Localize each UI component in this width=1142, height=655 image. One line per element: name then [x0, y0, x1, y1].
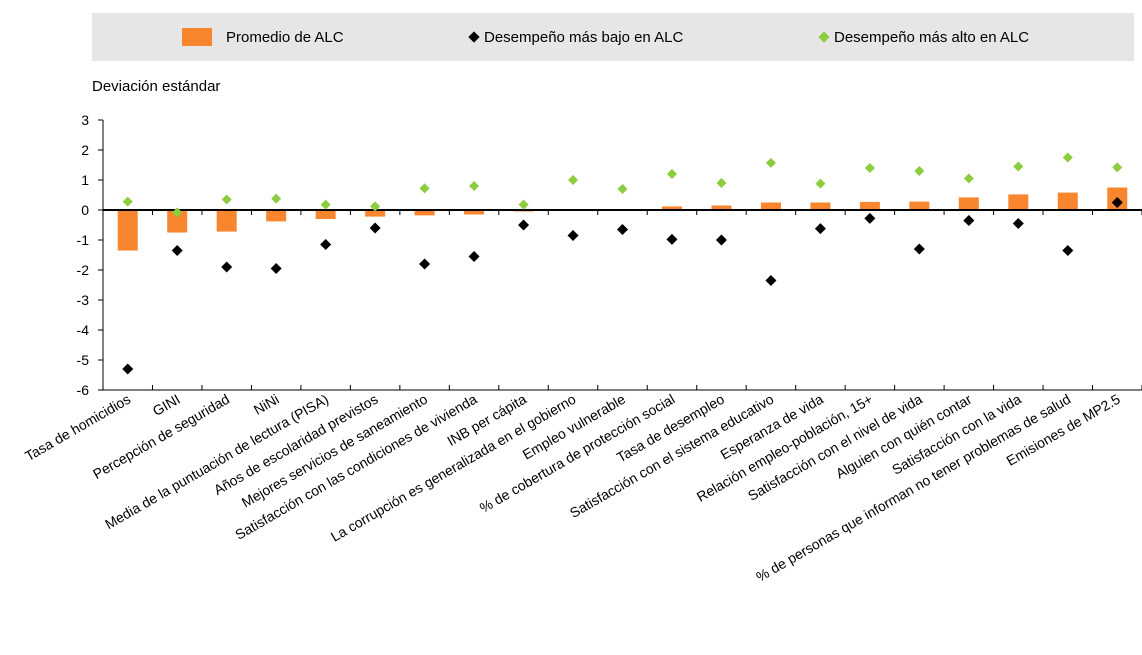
legend-label-low: Desempeño más bajo en ALC — [484, 28, 684, 46]
y-tick-label: -2 — [77, 262, 90, 278]
low-marker — [1062, 245, 1074, 256]
avg-bar — [315, 210, 336, 219]
low-marker — [369, 222, 381, 234]
x-category-label: NiNi — [251, 391, 282, 418]
avg-bar — [711, 205, 732, 210]
legend-label-high: Desempeño más alto en ALC — [834, 28, 1030, 46]
avg-bar — [1008, 194, 1029, 210]
low-marker — [1111, 197, 1123, 208]
high-marker — [172, 207, 183, 218]
high-marker — [914, 166, 925, 176]
high-marker — [122, 196, 133, 207]
low-marker — [567, 230, 579, 241]
avg-bar — [414, 210, 435, 216]
high-marker — [221, 194, 232, 205]
y-tick-label: 3 — [81, 112, 89, 128]
low-marker — [715, 234, 727, 246]
high-marker — [963, 173, 974, 184]
avg-bar — [859, 201, 880, 210]
low-marker — [963, 215, 975, 226]
avg-bar — [958, 197, 979, 210]
low-marker — [666, 233, 678, 245]
legend-item-avg: Promedio de ALC — [182, 13, 344, 61]
high-marker — [666, 169, 677, 179]
legend-swatch-avg — [182, 28, 212, 46]
avg-bar — [760, 202, 781, 210]
avg-bar — [216, 210, 237, 232]
x-category-label: GINI — [150, 391, 183, 419]
low-marker — [320, 239, 332, 250]
high-marker — [815, 178, 826, 189]
avg-bar — [1057, 192, 1078, 210]
avg-bar — [810, 202, 831, 210]
avg-bar — [909, 201, 930, 210]
low-marker — [617, 224, 628, 235]
avg-bar — [117, 210, 138, 251]
high-marker — [518, 199, 529, 210]
avg-bar — [266, 210, 287, 222]
avg-bar — [661, 206, 682, 210]
y-tick-label: 2 — [81, 142, 89, 158]
high-marker — [864, 163, 875, 173]
y-tick-label: -4 — [77, 322, 90, 338]
high-marker — [568, 175, 579, 185]
low-marker — [221, 261, 233, 273]
low-marker — [518, 219, 530, 231]
high-marker — [765, 157, 776, 168]
low-marker — [419, 258, 431, 270]
high-marker — [617, 184, 628, 194]
chart-legend: Promedio de ALC Desempeño más bajo en AL… — [92, 13, 1134, 61]
low-marker — [122, 363, 134, 375]
low-marker — [814, 223, 826, 235]
high-marker — [419, 183, 430, 194]
y-tick-label: 0 — [81, 202, 89, 218]
high-marker — [271, 193, 282, 204]
low-marker — [171, 245, 183, 256]
y-axis-label: Deviación estándar — [92, 78, 221, 95]
avg-bar — [365, 210, 386, 217]
legend-label-avg: Promedio de ALC — [226, 28, 344, 46]
low-marker — [1012, 218, 1024, 229]
high-marker — [716, 178, 727, 188]
x-category-label: % de personas que informan no tener prob… — [753, 391, 1073, 585]
low-marker — [270, 263, 282, 274]
low-marker — [913, 243, 925, 255]
y-tick-label: -6 — [77, 382, 90, 398]
high-marker — [1062, 152, 1073, 163]
legend-item-high: Desempeño más alto en ALC — [818, 13, 1029, 61]
y-tick-label: -1 — [77, 232, 90, 248]
y-tick-label: -3 — [77, 292, 90, 308]
high-marker — [1013, 161, 1024, 172]
avg-bar — [464, 210, 485, 215]
legend-item-low: Desempeño más bajo en ALC — [468, 13, 683, 61]
low-marker — [864, 212, 876, 224]
high-marker — [320, 199, 331, 210]
y-tick-label: -5 — [77, 352, 90, 368]
low-marker — [468, 251, 480, 262]
high-marker — [1112, 162, 1123, 173]
high-marker — [370, 201, 381, 212]
high-marker — [469, 181, 480, 191]
avg-bar — [167, 210, 188, 233]
y-tick-label: 1 — [81, 172, 89, 188]
low-marker — [765, 275, 777, 286]
